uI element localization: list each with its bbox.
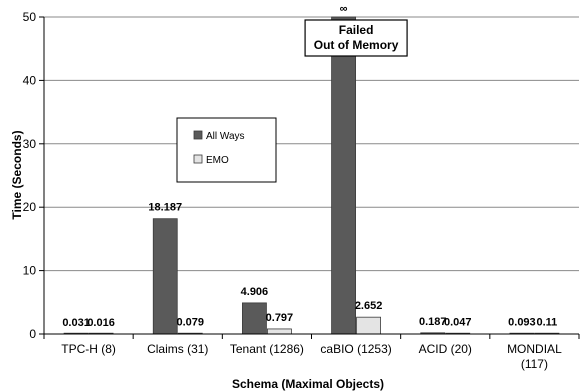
legend-label: EMO	[206, 155, 229, 166]
y-tick-labels: 0 10 20 30 40 50	[23, 10, 37, 341]
axes	[39, 16, 580, 339]
callout-text: Out of Memory	[314, 38, 399, 52]
y-axis-title: Time (Seconds)	[10, 130, 24, 219]
bar-emo	[267, 328, 292, 335]
bar-emo	[356, 316, 381, 335]
legend-swatch	[193, 130, 203, 140]
data-label: 4.906	[241, 286, 269, 298]
y-tick-label: 30	[23, 137, 37, 151]
x-tick-label: ACID (20)	[419, 342, 472, 356]
data-label: 0.797	[266, 312, 294, 324]
x-tick-label: MONDIAL	[507, 342, 562, 356]
bars	[63, 16, 560, 335]
data-label: 0.187	[419, 316, 447, 328]
y-tick-label: 10	[23, 264, 37, 278]
x-tick-labels: TPC-H (8) Claims (31) Tenant (1286) caBIO (…	[61, 342, 562, 371]
bar-all-ways	[152, 218, 178, 335]
y-tick-label: 40	[23, 73, 37, 87]
legend: All Ways EMO	[176, 117, 277, 183]
x-tick-label: Claims (31)	[147, 342, 208, 356]
data-label: 0.093	[508, 316, 536, 328]
data-label: 0.016	[87, 317, 115, 329]
bar-all-ways	[331, 16, 356, 335]
data-label: 0.11	[537, 316, 558, 328]
x-tick-label: Tenant (1286)	[230, 342, 304, 356]
callout-box	[304, 19, 408, 57]
x-tick-label: TPC-H (8)	[61, 342, 116, 356]
x-axis-title: Schema (Maximal Objects)	[232, 377, 384, 391]
legend-swatch	[193, 154, 203, 164]
gridlines	[44, 16, 579, 272]
y-tick-label: 0	[29, 327, 36, 341]
data-label: 0.079	[176, 316, 204, 328]
y-tick-label: 20	[23, 200, 37, 214]
y-tick-label: 50	[23, 10, 37, 24]
legend-box	[176, 117, 277, 183]
data-label: ∞	[340, 3, 348, 15]
data-label: 0.047	[444, 317, 472, 329]
x-tick-label: caBIO (1253)	[320, 342, 391, 356]
data-label: 2.652	[355, 300, 383, 312]
data-label: 0.031	[62, 317, 90, 329]
bar-all-ways	[242, 302, 267, 335]
x-tick-label: (117)	[521, 357, 548, 371]
data-label: 18.187	[148, 202, 182, 214]
legend-label: All Ways	[206, 131, 245, 142]
callout-text: Failed	[339, 23, 374, 37]
